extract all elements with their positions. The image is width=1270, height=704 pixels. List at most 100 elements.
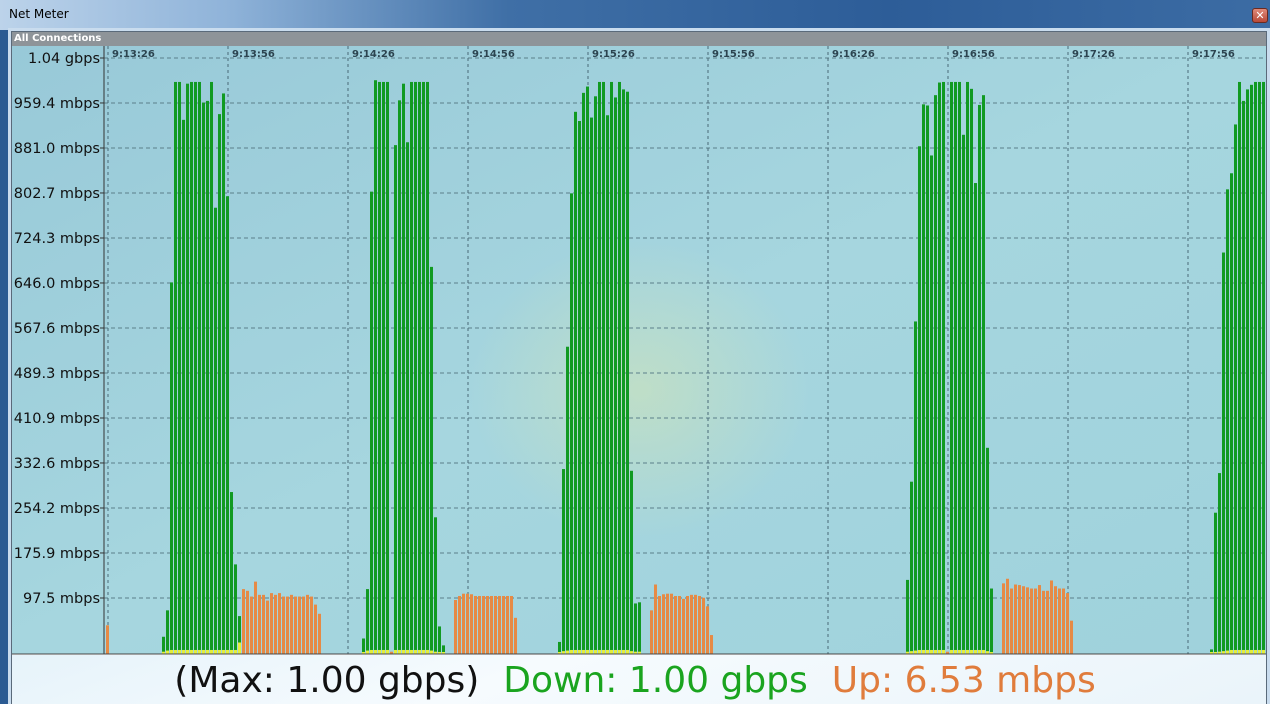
up-bar [294, 596, 297, 654]
down-bar [374, 80, 377, 654]
up-bar [278, 593, 281, 654]
up-bar [258, 594, 261, 654]
overlap-bar [942, 649, 945, 654]
down-bar [1254, 81, 1257, 655]
down-bar [202, 102, 205, 654]
down-bar [970, 88, 973, 655]
down-bar [170, 282, 173, 654]
overlap-bar [982, 649, 985, 654]
up-bar [654, 584, 657, 654]
up-bar [250, 596, 253, 654]
up-bar [706, 606, 709, 654]
panel-title: All Connections [14, 33, 102, 44]
down-bar [394, 145, 397, 654]
overlap-bar [1258, 649, 1261, 654]
up-bar [454, 600, 457, 654]
down-bar [926, 105, 929, 654]
up-bar [290, 594, 293, 654]
down-bar [366, 589, 369, 654]
up-bar [254, 581, 257, 654]
overlap-bar [1254, 649, 1257, 654]
overlap-bar [594, 649, 597, 654]
overlap-bar [590, 649, 593, 654]
down-bar [962, 134, 965, 654]
down-bar [626, 91, 629, 654]
down-readout: Down: 1.00 gbps [503, 660, 808, 701]
up-bar [478, 595, 481, 654]
overlap-bar [366, 650, 369, 654]
up-bar [458, 595, 461, 654]
up-bar [510, 595, 513, 654]
down-bar [410, 81, 413, 655]
down-bar [386, 81, 389, 655]
up-bar [242, 589, 245, 654]
down-bar [954, 81, 957, 655]
panel-header [12, 32, 1266, 46]
down-bar [938, 82, 941, 655]
overlap-bar [954, 649, 957, 654]
down-bar [362, 638, 365, 654]
overlap-bar [566, 650, 569, 654]
down-bar [186, 83, 189, 654]
up-bar [494, 595, 497, 654]
overlap-bar [1250, 649, 1253, 654]
overlap-bar [986, 651, 989, 654]
overlap-bar [426, 649, 429, 654]
up-bar [1062, 588, 1065, 654]
down-bar [230, 492, 233, 654]
overlap-bar [398, 649, 401, 654]
overlap-bar [1234, 649, 1237, 654]
up-bar [650, 610, 653, 654]
down-bar [206, 100, 209, 654]
down-bar [226, 196, 229, 654]
down-bar [418, 81, 421, 655]
down-bar [922, 104, 925, 655]
down-bar [1214, 512, 1217, 654]
down-bar [162, 636, 165, 654]
down-bar [906, 579, 909, 654]
overlap-bar [626, 649, 629, 654]
x-tick-label: 9:13:56 [232, 49, 275, 60]
up-bar [678, 595, 681, 654]
y-tick-label: 254.2 mbps [14, 501, 100, 517]
down-bar [630, 470, 633, 654]
down-bar [190, 81, 193, 655]
down-bar [958, 81, 961, 655]
down-bar [174, 81, 177, 655]
overlap-bar [914, 650, 917, 654]
overlap-bar [938, 649, 941, 654]
up-bar [1010, 588, 1013, 654]
up-bar [1054, 586, 1057, 654]
down-bar [434, 517, 437, 654]
close-button[interactable]: ✕ [1252, 8, 1268, 23]
title-bar[interactable] [0, 0, 1270, 30]
overlap-bar [210, 649, 213, 654]
y-tick-label: 802.7 mbps [14, 186, 100, 202]
down-bar [598, 81, 601, 655]
up-bar [1014, 584, 1017, 654]
x-tick-label: 9:16:26 [832, 49, 875, 60]
up-bar [662, 594, 665, 654]
overlap-bar [230, 649, 233, 654]
x-tick-label: 9:15:56 [712, 49, 755, 60]
overlap-bar [962, 649, 965, 654]
down-bar [234, 564, 237, 654]
overlap-bar [190, 649, 193, 654]
overlap-bar [598, 649, 601, 654]
overlap-bar [202, 649, 205, 654]
up-bar [470, 594, 473, 654]
up-bar [474, 595, 477, 654]
up-bar [298, 596, 301, 654]
up-bar [1034, 588, 1037, 654]
overlap-bar [582, 649, 585, 654]
up-bar [1050, 580, 1053, 654]
down-bar [222, 93, 225, 655]
up-readout: Up: 6.53 mbps [831, 660, 1096, 701]
up-bar [506, 595, 509, 654]
up-bar [498, 595, 501, 654]
down-bar [1226, 189, 1229, 654]
overlap-bar [1222, 651, 1225, 654]
x-tick-label: 9:14:56 [472, 49, 515, 60]
up-bar [710, 635, 713, 654]
overlap-bar [430, 650, 433, 654]
